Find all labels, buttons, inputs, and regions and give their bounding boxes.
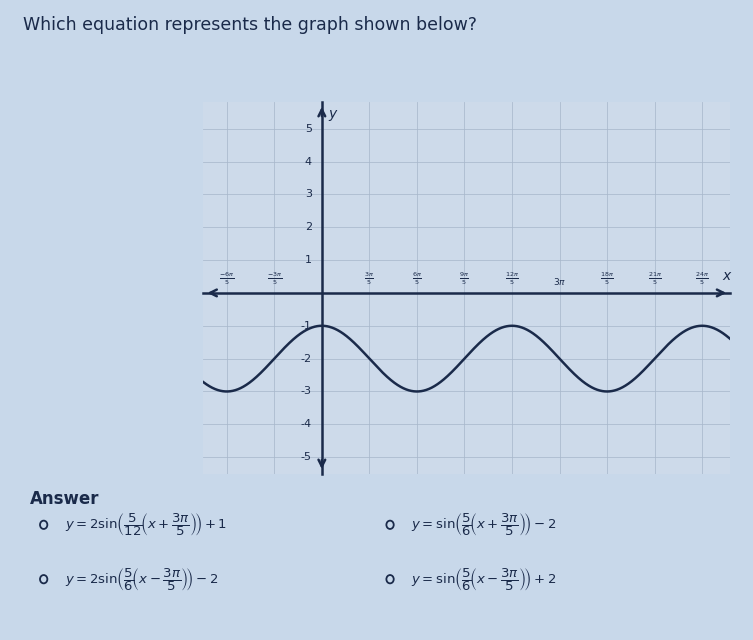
Text: -2: -2	[300, 354, 312, 364]
Text: $\frac{21\pi}{5}$: $\frac{21\pi}{5}$	[648, 270, 662, 287]
Text: 5: 5	[305, 124, 312, 134]
Text: $y = \sin\!\left(\dfrac{5}{6}\!\left(x-\dfrac{3\pi}{5}\right)\!\right)+2$: $y = \sin\!\left(\dfrac{5}{6}\!\left(x-\…	[411, 566, 556, 593]
Text: x: x	[722, 269, 730, 283]
Text: 1: 1	[305, 255, 312, 265]
Text: $\frac{24\pi}{5}$: $\frac{24\pi}{5}$	[695, 270, 709, 287]
Text: $\frac{18\pi}{5}$: $\frac{18\pi}{5}$	[600, 270, 614, 287]
Text: -4: -4	[300, 419, 312, 429]
Text: $3\pi$: $3\pi$	[553, 276, 566, 287]
Text: $y = 2\sin\!\left(\dfrac{5}{6}\!\left(x-\dfrac{3\pi}{5}\right)\!\right)-2$: $y = 2\sin\!\left(\dfrac{5}{6}\!\left(x-…	[65, 566, 218, 593]
Text: 2: 2	[305, 222, 312, 232]
Text: $\frac{-3\pi}{5}$: $\frac{-3\pi}{5}$	[267, 270, 282, 287]
Text: $y = \sin\!\left(\dfrac{5}{6}\!\left(x+\dfrac{3\pi}{5}\right)\!\right)-2$: $y = \sin\!\left(\dfrac{5}{6}\!\left(x+\…	[411, 511, 556, 538]
Text: 3: 3	[305, 189, 312, 200]
Text: -3: -3	[300, 387, 312, 396]
Text: -5: -5	[300, 452, 312, 462]
Text: Answer: Answer	[30, 490, 99, 508]
Text: $\frac{-6\pi}{5}$: $\frac{-6\pi}{5}$	[219, 270, 234, 287]
Text: $\frac{9\pi}{5}$: $\frac{9\pi}{5}$	[459, 270, 469, 287]
Text: $\frac{6\pi}{5}$: $\frac{6\pi}{5}$	[412, 270, 422, 287]
Text: Which equation represents the graph shown below?: Which equation represents the graph show…	[23, 16, 477, 34]
Text: $\frac{3\pi}{5}$: $\frac{3\pi}{5}$	[364, 270, 374, 287]
Text: y: y	[328, 108, 337, 122]
Text: 4: 4	[305, 157, 312, 166]
Text: $y = 2\sin\!\left(\dfrac{5}{12}\!\left(x+\dfrac{3\pi}{5}\right)\!\right)+1$: $y = 2\sin\!\left(\dfrac{5}{12}\!\left(x…	[65, 511, 227, 538]
Text: -1: -1	[300, 321, 312, 331]
Text: $\frac{12\pi}{5}$: $\frac{12\pi}{5}$	[505, 270, 519, 287]
